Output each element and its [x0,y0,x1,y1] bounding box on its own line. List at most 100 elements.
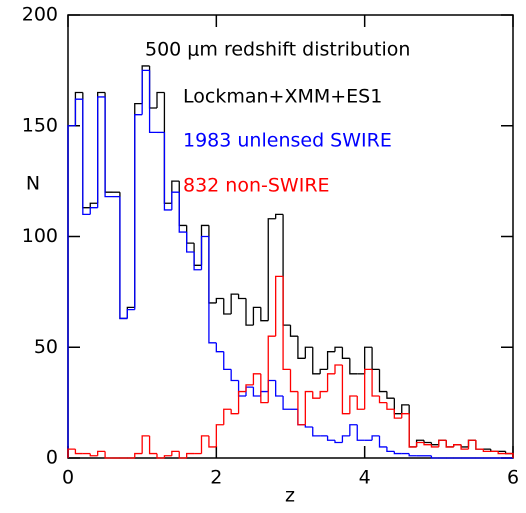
histogram-step [223,408,232,425]
histogram-step [334,440,343,444]
histogram-step [445,440,454,448]
histogram-step [378,435,387,448]
y-tick-label: 150 [22,114,58,136]
histogram-step [475,440,484,450]
histogram-step [445,440,454,448]
histogram-step [326,373,335,392]
histogram-step [349,358,358,375]
histogram-step [237,390,246,414]
histogram-step [423,442,432,446]
histogram-step [438,439,447,445]
histogram-step [341,435,350,443]
histogram-step [304,390,313,425]
histogram-step [371,435,380,441]
histogram-step [208,435,217,448]
histogram-step [89,207,98,215]
histogram-step [237,294,246,300]
histogram-step [141,69,150,115]
histogram-step [326,351,335,370]
x-tick-label: 2 [210,467,222,489]
histogram-step [163,92,172,204]
histogram-step [67,448,76,458]
histogram-step [141,65,150,104]
histogram-step [505,452,514,458]
histogram-step [134,114,143,310]
histogram-step [267,379,276,392]
histogram-step [215,342,224,353]
histogram-step [408,404,417,448]
histogram-step [475,440,484,450]
histogram-step [319,368,328,374]
histogram-step [104,451,113,459]
histogram-step [460,444,469,450]
histogram-step [104,92,113,193]
histogram-step [193,243,202,266]
histogram-step [371,369,380,397]
histogram-step [260,307,269,322]
histogram-step [267,335,276,403]
histogram-step [460,444,469,448]
histogram-step [223,298,232,315]
histogram-step [215,297,224,303]
histogram-step [171,450,180,456]
y-tick-label: 0 [46,447,58,469]
histogram-step [386,391,395,399]
histogram-step [467,439,476,450]
x-tick-label: 4 [359,467,371,489]
histogram-step [148,65,157,109]
histogram-step [260,373,269,404]
legend-label: Lockman+XMM+ES1 [183,86,382,108]
histogram-step [349,424,358,436]
histogram-step [319,390,328,399]
histogram-step [275,213,284,219]
histogram-step [467,439,476,447]
histogram-step [74,91,83,126]
histogram-step [74,449,83,455]
histogram-step [97,91,106,204]
histogram-step [163,455,172,458]
histogram-step [171,191,180,210]
histogram-step [378,395,387,404]
histogram-step [312,347,321,375]
histogram-step [334,346,343,352]
histogram-step [252,387,261,397]
histogram-step [82,99,91,215]
histogram-step [208,236,217,344]
histogram-step [297,336,306,359]
histogram-step [134,102,143,308]
histogram-step [156,453,165,459]
histogram-step [289,369,298,393]
histogram-step [267,218,276,321]
histogram-step [230,369,239,382]
histogram-step [453,444,462,447]
y-tick-label: 200 [22,4,58,26]
histogram-step [282,276,291,371]
histogram-step [356,424,365,441]
histogram-step [497,451,506,455]
histogram-step [245,384,254,392]
histogram-step [104,96,113,198]
histogram-step [126,308,135,319]
histogram-step [237,380,246,397]
y-tick-label: 50 [34,336,58,358]
x-axis-label: z [285,485,295,507]
histogram-step [415,441,424,447]
histogram-step [82,92,91,209]
histogram-step [141,435,150,454]
histogram-step [148,435,157,455]
histogram-step [401,404,410,414]
histogram-step [282,395,291,410]
histogram-step [393,409,402,419]
histogram-step [304,424,313,428]
histogram-step [119,192,128,320]
histogram-step [193,252,202,271]
histogram-step [260,390,269,396]
histogram-step [245,298,254,326]
histogram-step [178,192,187,233]
histogram-step [423,440,432,444]
histogram-step [200,435,209,454]
histogram-step [326,435,335,441]
histogram-step [252,373,261,385]
histogram-step [334,364,343,374]
